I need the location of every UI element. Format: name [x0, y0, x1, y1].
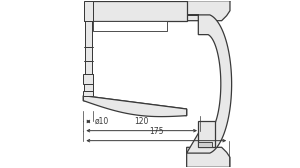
Text: 175: 175: [149, 128, 164, 136]
Polygon shape: [187, 147, 230, 167]
Polygon shape: [198, 121, 215, 147]
Polygon shape: [198, 142, 212, 147]
Text: ø10: ø10: [95, 117, 109, 126]
Bar: [85, 21, 92, 47]
Polygon shape: [93, 21, 167, 31]
Bar: [83, 74, 93, 84]
Polygon shape: [83, 96, 187, 116]
Polygon shape: [187, 1, 230, 12]
Bar: [85, 47, 92, 61]
Text: 120: 120: [134, 117, 149, 127]
Polygon shape: [83, 96, 187, 117]
Bar: [83, 91, 93, 96]
Polygon shape: [85, 1, 187, 21]
Polygon shape: [187, 15, 232, 153]
Bar: [84, 1, 93, 21]
Bar: [84, 84, 92, 91]
Polygon shape: [187, 1, 230, 21]
Bar: [85, 61, 92, 74]
